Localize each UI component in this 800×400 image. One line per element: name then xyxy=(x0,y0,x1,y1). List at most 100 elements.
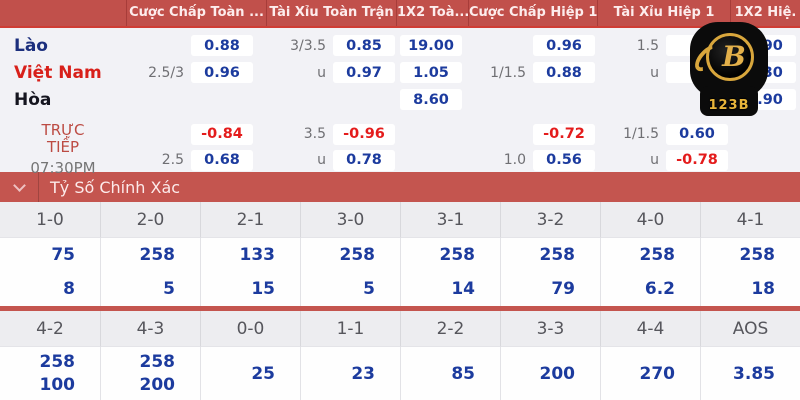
score-odds-top[interactable]: 258 xyxy=(139,245,176,265)
odds-row-home: Lào 0.88 3/3.50.85 19.00 0.96 1.5 0.90 xyxy=(0,32,800,59)
score-header: 3-0 xyxy=(300,202,400,238)
score-odds-bottom[interactable]: 200 xyxy=(139,374,176,395)
score-odds-single[interactable]: 3.85 xyxy=(733,363,775,384)
score-odds-bottom[interactable]: 15 xyxy=(251,279,275,299)
line-live2-handicap-h1: 1.0 xyxy=(503,152,526,168)
column-header-1x2-h1: 1X2 Hiệ. xyxy=(730,0,800,26)
score-odds-cell[interactable]: 258 5 xyxy=(100,238,200,306)
score-odds-top[interactable]: 258 xyxy=(639,245,676,265)
odds-row-draw: Hòa 8.60 3.90 xyxy=(0,86,800,113)
odds-button-live2-handicap-ft[interactable]: 0.68 xyxy=(191,149,253,171)
score-odds-bottom[interactable]: 8 xyxy=(63,279,75,299)
score-odds-bottom[interactable]: 6.2 xyxy=(644,279,675,299)
odds-row-live-2: 2.5 0.68 u 0.78 1.0 0.56 u -0.78 xyxy=(0,147,800,173)
logo-brand-text: 123B xyxy=(708,98,750,113)
score-odds-cell[interactable]: 23 xyxy=(300,347,400,400)
score-odds-bottom[interactable]: 18 xyxy=(751,279,775,299)
header-divider xyxy=(0,26,800,28)
odds-button-home-1x2-ft[interactable]: 19.00 xyxy=(400,35,462,56)
section-divider xyxy=(0,306,800,311)
correct-score-headers-1: 1-0 2-0 2-1 3-0 3-1 3-2 4-0 4-1 xyxy=(0,202,800,238)
score-odds-bottom[interactable]: 79 xyxy=(551,279,575,299)
score-odds-cell[interactable]: 258 100 xyxy=(0,347,100,400)
column-header-overunder-ft: Tài Xỉu Toàn Trận xyxy=(266,0,396,26)
correct-score-values-2: 258 100 258 200 25 23 85 200 270 3.85 xyxy=(0,347,800,400)
team-home-label: Lào xyxy=(14,35,48,56)
line-live-overunder-h1: 1/1.5 xyxy=(623,126,659,142)
odds-button-draw-1x2-ft[interactable]: 8.60 xyxy=(400,89,462,110)
score-odds-top[interactable]: 258 xyxy=(339,245,376,265)
score-odds-top[interactable]: 75 xyxy=(51,245,75,265)
score-header: 2-1 xyxy=(200,202,300,238)
match-time: 07:30PM xyxy=(30,159,96,177)
column-header-handicap-h1: Cược Chấp Hiệp 1 xyxy=(468,0,597,26)
score-odds-cell[interactable]: 258 200 xyxy=(100,347,200,400)
team-away-label: Việt Nam xyxy=(14,62,102,83)
score-header: 4-3 xyxy=(100,311,200,347)
score-odds-single[interactable]: 200 xyxy=(539,363,576,384)
odds-button-live2-under-ft[interactable]: 0.78 xyxy=(333,149,395,171)
score-odds-cell[interactable]: 258 5 xyxy=(300,238,400,306)
line-home-overunder-h1: 1.5 xyxy=(636,37,659,54)
score-odds-top[interactable]: 258 xyxy=(539,245,576,265)
score-odds-bottom[interactable]: 5 xyxy=(363,279,375,299)
odds-button-home-over-ft[interactable]: 0.85 xyxy=(333,35,395,56)
score-odds-cell[interactable]: 3.85 xyxy=(700,347,800,400)
score-header: 3-3 xyxy=(500,311,600,347)
score-odds-cell[interactable]: 258 18 xyxy=(700,238,800,306)
score-header: AOS xyxy=(700,311,800,347)
odds-button-home-handicap-h1[interactable]: 0.96 xyxy=(533,35,595,56)
score-header: 2-0 xyxy=(100,202,200,238)
score-header: 0-0 xyxy=(200,311,300,347)
score-odds-cell[interactable]: 258 6.2 xyxy=(600,238,700,306)
score-odds-cell[interactable]: 270 xyxy=(600,347,700,400)
odds-button-live-handicap-h1[interactable]: -0.72 xyxy=(533,123,595,145)
line-away-overunder-h1: u xyxy=(650,64,659,81)
odds-button-away-handicap-h1[interactable]: 0.88 xyxy=(533,62,595,83)
score-odds-top[interactable]: 258 xyxy=(739,245,776,265)
score-header: 3-2 xyxy=(500,202,600,238)
score-odds-bottom[interactable]: 5 xyxy=(163,279,175,299)
odds-button-live2-handicap-h1[interactable]: 0.56 xyxy=(533,149,595,171)
score-odds-top[interactable]: 258 xyxy=(39,351,76,372)
live-section: TRỰC TIẾP 07:30PM -0.84 3.5 -0.96 -0.72 1… xyxy=(0,121,800,177)
odds-row-live-1: -0.84 3.5 -0.96 -0.72 1/1.5 0.60 xyxy=(0,121,800,147)
odds-button-live-over-h1[interactable]: 0.60 xyxy=(666,123,728,145)
score-odds-top[interactable]: 258 xyxy=(139,351,176,372)
score-odds-single[interactable]: 270 xyxy=(639,363,676,384)
score-odds-bottom[interactable]: 14 xyxy=(451,279,475,299)
live-label-line2: TIẾP xyxy=(46,138,80,156)
score-odds-cell[interactable]: 85 xyxy=(400,347,500,400)
odds-body: Lào 0.88 3/3.50.85 19.00 0.96 1.5 0.90 V… xyxy=(0,28,800,177)
score-odds-cell[interactable]: 258 79 xyxy=(500,238,600,306)
odds-button-away-handicap-ft[interactable]: 0.96 xyxy=(191,62,253,83)
score-odds-cell[interactable]: 25 xyxy=(200,347,300,400)
score-odds-single[interactable]: 25 xyxy=(251,363,275,384)
score-odds-top[interactable]: 133 xyxy=(239,245,276,265)
score-header: 4-4 xyxy=(600,311,700,347)
odds-row-away: Việt Nam 2.5/3 0.96 u 0.97 1.05 1/1.5 0.88 … xyxy=(0,59,800,86)
score-odds-single[interactable]: 23 xyxy=(351,363,375,384)
score-odds-single[interactable]: 85 xyxy=(451,363,475,384)
odds-button-away-1x2-ft[interactable]: 1.05 xyxy=(400,62,462,83)
score-header: 1-0 xyxy=(0,202,100,238)
score-odds-cell[interactable]: 133 15 xyxy=(200,238,300,306)
score-header: 4-0 xyxy=(600,202,700,238)
score-odds-cell[interactable]: 200 xyxy=(500,347,600,400)
correct-score-section-header[interactable]: Tỷ Số Chính Xác xyxy=(0,172,800,202)
line-live-overunder-ft: 3.5 xyxy=(303,126,326,142)
score-odds-bottom[interactable]: 100 xyxy=(39,374,76,395)
collapse-toggle[interactable] xyxy=(0,172,39,202)
score-odds-cell[interactable]: 75 8 xyxy=(0,238,100,306)
correct-score-headers-2: 4-2 4-3 0-0 1-1 2-2 3-3 4-4 AOS xyxy=(0,311,800,347)
score-odds-top[interactable]: 258 xyxy=(439,245,476,265)
odds-button-home-handicap-ft[interactable]: 0.88 xyxy=(191,35,253,56)
odds-button-live-over-ft[interactable]: -0.96 xyxy=(333,123,395,145)
logo-monogram: B xyxy=(722,40,746,73)
line-live2-overunder-ft: u xyxy=(317,152,326,168)
odds-button-away-under-ft[interactable]: 0.97 xyxy=(333,62,395,83)
line-live2-overunder-h1: u xyxy=(650,152,659,168)
score-odds-cell[interactable]: 258 14 xyxy=(400,238,500,306)
odds-button-live2-under-h1[interactable]: -0.78 xyxy=(666,149,728,171)
odds-button-live-handicap-ft[interactable]: -0.84 xyxy=(191,123,253,145)
